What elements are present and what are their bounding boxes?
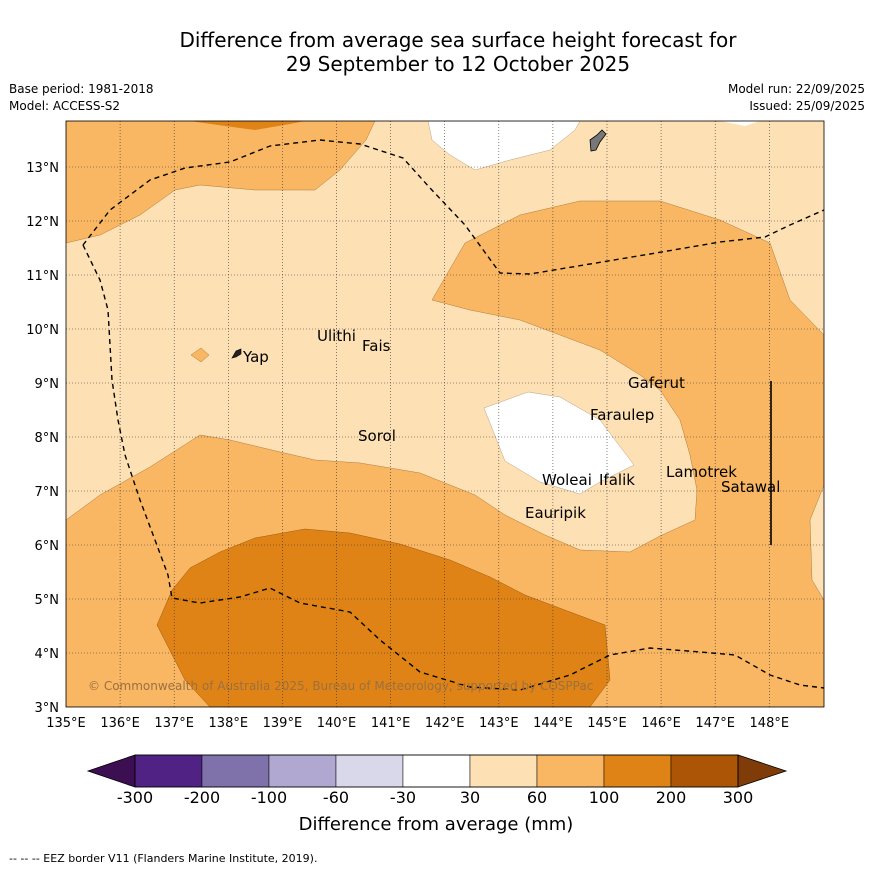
lat-tick-label: 6°N (35, 539, 60, 554)
legend-extend-high (737, 754, 788, 788)
legend-color-box (335, 754, 404, 788)
title-line-2: 29 September to 12 October 2025 (285, 52, 631, 76)
legend-tick: 60 (527, 788, 547, 807)
lon-tick-label: 139°E (263, 716, 303, 731)
legend-boxes (134, 754, 739, 788)
copyright: © Commonwealth of Australia 2025, Bureau… (88, 679, 593, 693)
legend-color-box (603, 754, 672, 788)
lon-tick-label: 145°E (587, 716, 627, 731)
lon-tick-label: 144°E (533, 716, 573, 731)
label-woleai: Woleai (542, 471, 592, 489)
map-frame (65, 120, 825, 708)
label-faraulep: Faraulep (590, 406, 654, 424)
guam-island (589, 129, 607, 152)
legend-color-box (670, 754, 739, 788)
model-name: Model: ACCESS-S2 (9, 99, 121, 113)
lon-tick-label: 138°E (209, 716, 249, 731)
yap-island (231, 348, 242, 359)
legend-title: Difference from average (mm) (299, 814, 574, 835)
lat-tick-label: 10°N (26, 323, 59, 338)
lat-tick-label: 3°N (35, 701, 60, 716)
label-gaferut: Gaferut (628, 374, 685, 392)
lat-tick-label: 8°N (35, 431, 60, 446)
meta-right: Model run: 22/09/2025 Issued: 25/09/2025 (728, 81, 865, 115)
legend-tick: -200 (184, 788, 220, 807)
legend-tick: 200 (656, 788, 687, 807)
legend-color-box (201, 754, 270, 788)
lon-tick-label: 146°E (641, 716, 681, 731)
meta-left: Base period: 1981-2018 Model: ACCESS-S2 (9, 81, 154, 115)
legend-color-box (402, 754, 471, 788)
band-60-100-spot (190, 347, 210, 363)
issued-date: Issued: 25/09/2025 (749, 99, 865, 113)
band-neutral-north (427, 121, 581, 171)
model-run: Model run: 22/09/2025 (727, 82, 865, 96)
lat-tick-label: 11°N (26, 269, 59, 284)
lat-tick-label: 9°N (35, 377, 60, 392)
lon-tick-label: 140°E (317, 716, 357, 731)
label-yap: Yap (242, 348, 269, 366)
lon-tick-label: 137°E (154, 716, 194, 731)
lon-tick-label: 148°E (750, 716, 790, 731)
band-60-100-northwest (66, 121, 376, 244)
lat-tick-label: 4°N (35, 647, 60, 662)
band-100-200-south (156, 528, 611, 707)
legend-color-box (536, 754, 605, 788)
label-eauripik: Eauripik (525, 504, 586, 522)
legend-tick-labels: -300 -200 -100 -60 -30 30 60 100 200 300 (117, 788, 753, 807)
title-line-1: Difference from average sea surface heig… (179, 28, 737, 52)
legend-colorbar (86, 754, 788, 788)
lon-tick-label: 147°E (695, 716, 735, 731)
lat-tick-label: 5°N (35, 593, 60, 608)
map-area: © Commonwealth of Australia 2025, Bureau… (66, 121, 824, 707)
lon-tick-label: 136°E (100, 716, 140, 731)
latitude-labels: 3°N 4°N 5°N 6°N 7°N 8°N 9°N 10°N 11°N 12°N 13°N (26, 161, 59, 716)
legend-color-box (469, 754, 538, 788)
eez-line-south (82, 244, 824, 691)
legend-tick: -100 (251, 788, 287, 807)
legend-tick: 30 (460, 788, 480, 807)
label-fais: Fais (362, 337, 391, 355)
place-labels: Yap Ulithi Fais Sorol Gaferut Faraulep W… (242, 327, 780, 522)
legend-extend-low (86, 754, 136, 788)
lat-tick-label: 13°N (26, 161, 59, 176)
legend-color-box (134, 754, 203, 788)
legend-tick: 300 (723, 788, 754, 807)
lat-tick-label: 7°N (35, 485, 60, 500)
band-neutral-central (483, 391, 635, 495)
lon-tick-label: 143°E (479, 716, 519, 731)
band-neutral-northeast (720, 121, 760, 126)
legend-tick: -300 (117, 788, 153, 807)
lon-tick-label: 142°E (425, 716, 465, 731)
legend-tick: -60 (323, 788, 349, 807)
legend-tick: 100 (589, 788, 620, 807)
label-ulithi: Ulithi (317, 327, 356, 345)
lat-tick-label: 12°N (26, 215, 59, 230)
legend-color-box (268, 754, 337, 788)
base-period: Base period: 1981-2018 (9, 82, 154, 96)
lon-tick-label: 135°E (46, 716, 86, 731)
legend-border (134, 754, 739, 788)
eez-borders (82, 139, 824, 691)
footer-eez-note: -- -- -- EEZ border V11 (Flanders Marine… (9, 852, 318, 865)
label-lamotrek: Lamotrek (666, 463, 737, 481)
band-100-200-north (190, 121, 305, 130)
legend-tick: -30 (390, 788, 416, 807)
chart-title: Difference from average sea surface heig… (100, 28, 816, 76)
longitude-labels: 135°E 136°E 137°E 138°E 139°E 140°E 141°E 142°E… (46, 716, 789, 731)
lon-tick-label: 141°E (371, 716, 411, 731)
label-ifalik: Ifalik (599, 471, 635, 489)
label-satawal: Satawal (721, 478, 780, 496)
label-sorol: Sorol (358, 427, 396, 445)
